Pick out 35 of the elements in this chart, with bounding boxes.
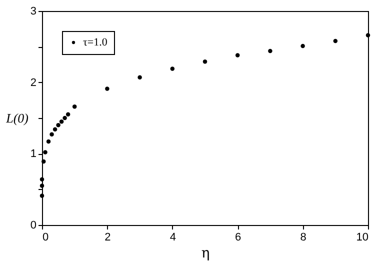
point bbox=[62, 116, 67, 120]
point bbox=[50, 132, 54, 137]
x-axis-title: η bbox=[201, 246, 210, 261]
point bbox=[170, 66, 175, 71]
point bbox=[59, 119, 64, 124]
point bbox=[138, 75, 142, 80]
x-tick-label: 10 bbox=[356, 232, 368, 244]
point bbox=[56, 123, 60, 128]
point bbox=[202, 60, 208, 64]
point bbox=[43, 150, 48, 154]
x-tick-label: 6 bbox=[235, 232, 242, 244]
point bbox=[40, 177, 44, 182]
x-tick-label: 4 bbox=[170, 232, 176, 244]
point bbox=[46, 139, 51, 144]
y-tick-label: 3 bbox=[30, 6, 36, 18]
y-tick-label: 0 bbox=[30, 220, 36, 232]
point bbox=[333, 38, 338, 44]
y-tick-label: 1 bbox=[30, 148, 36, 160]
point bbox=[366, 33, 370, 38]
x-tick-label: 8 bbox=[300, 232, 306, 244]
point bbox=[42, 159, 46, 164]
x-tick-label: 2 bbox=[104, 232, 111, 244]
legend-label: τ=1.0 bbox=[83, 36, 108, 48]
x-tick-label: 0 bbox=[42, 232, 49, 244]
y-tick-label: 2 bbox=[30, 76, 36, 89]
point bbox=[72, 104, 77, 109]
point bbox=[268, 48, 272, 54]
point bbox=[235, 53, 240, 58]
point bbox=[300, 44, 305, 48]
point bbox=[40, 194, 44, 198]
y-axis-title: L(0) bbox=[5, 110, 28, 126]
point bbox=[105, 86, 110, 91]
point bbox=[66, 112, 70, 117]
point bbox=[40, 184, 44, 188]
point bbox=[52, 127, 58, 132]
